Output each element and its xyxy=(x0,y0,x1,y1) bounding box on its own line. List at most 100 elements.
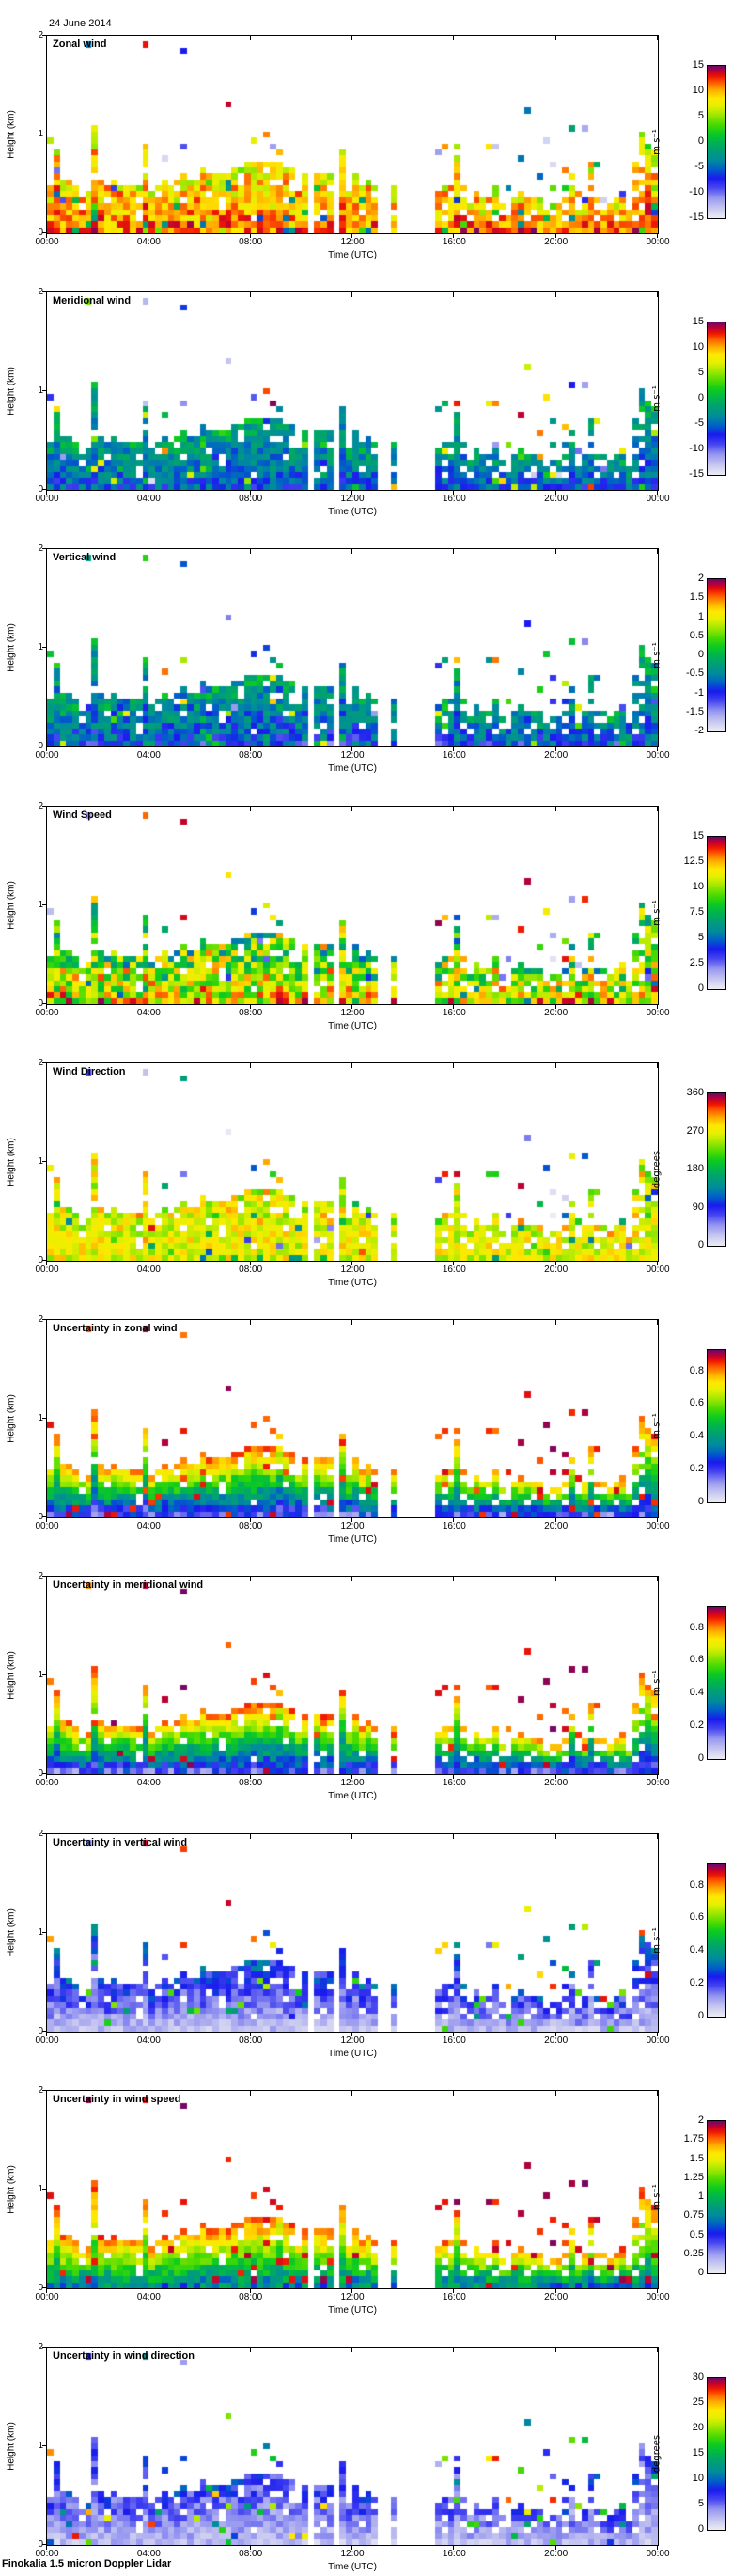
colorbar-tick-label: 30 xyxy=(692,2371,704,2382)
plot-box: Vertical wind xyxy=(46,548,659,747)
panel-title: Uncertainty in meridional wind xyxy=(53,1579,204,1591)
colorbar-tick-label: 1.5 xyxy=(689,2152,704,2164)
y-tick-mark xyxy=(42,1932,47,1933)
x-tick-mark-bottom xyxy=(46,2288,47,2293)
x-tick-mark-top xyxy=(453,1320,455,1325)
x-tick-label: 16:00 xyxy=(442,494,466,504)
heatmap-canvas xyxy=(47,807,658,1004)
colorbar xyxy=(707,1863,726,2018)
x-tick-mark-bottom xyxy=(249,2032,251,2036)
x-tick-mark-bottom xyxy=(249,1261,251,1265)
y-tick-mark xyxy=(42,1833,47,1834)
x-tick-label: 00:00 xyxy=(35,1264,59,1275)
x-tick-mark-bottom xyxy=(554,1261,556,1265)
y-tick-label: 0 xyxy=(38,998,43,1009)
x-tick-label: 16:00 xyxy=(442,1008,466,1018)
plot-box: Uncertainty in meridional wind xyxy=(46,1576,659,1775)
y-tick-label: 0 xyxy=(38,2283,43,2293)
x-tick-label: 08:00 xyxy=(239,2292,263,2302)
colorbar-tick-label: 0.5 xyxy=(689,629,704,641)
x-tick-mark-top xyxy=(249,2348,251,2352)
x-tick-mark-bottom xyxy=(657,1261,658,1265)
panel-title: Wind Speed xyxy=(53,809,112,821)
colorbar-tick-label: 0.25 xyxy=(683,2247,704,2259)
x-tick-label: 16:00 xyxy=(442,750,466,761)
x-tick-mark-top xyxy=(554,549,556,554)
x-tick-mark-bottom xyxy=(554,490,556,495)
y-tick-mark xyxy=(42,904,47,905)
y-tick-label: 2 xyxy=(38,1829,43,1839)
y-tick-label: 1 xyxy=(38,900,43,910)
colorbar-tick-label: -5 xyxy=(694,161,704,172)
x-tick-label: 16:00 xyxy=(442,2292,466,2302)
x-tick-mark-top xyxy=(453,36,455,40)
colorbar-unit-label: m s⁻¹ xyxy=(651,1413,663,1439)
x-tick-label: 04:00 xyxy=(136,750,161,761)
y-tick-label: 1 xyxy=(38,2441,43,2451)
x-tick-mark-top xyxy=(46,2091,47,2096)
x-axis-label: Time (UTC) xyxy=(328,507,377,517)
x-tick-mark-bottom xyxy=(657,1517,658,1522)
x-tick-mark-bottom xyxy=(657,2288,658,2293)
colorbar-tick-label: 0.2 xyxy=(689,1463,704,1475)
x-tick-label: 08:00 xyxy=(239,2035,263,2046)
x-tick-mark-top xyxy=(249,36,251,40)
colorbar-tick-label: 5 xyxy=(697,2498,704,2509)
x-tick-mark-top xyxy=(554,1063,556,1068)
colorbar-unit-label: m s⁻¹ xyxy=(651,129,663,155)
x-tick-mark-top xyxy=(249,292,251,297)
x-tick-mark-top xyxy=(351,549,352,554)
colorbar-tick-label: 0.4 xyxy=(689,1430,704,1442)
x-tick-mark-bottom xyxy=(46,2032,47,2036)
colorbar xyxy=(707,1349,726,1503)
x-tick-mark-top xyxy=(554,292,556,297)
x-axis-label: Time (UTC) xyxy=(328,2049,377,2059)
x-tick-label: 16:00 xyxy=(442,1264,466,1275)
colorbar-tick-label: 0.6 xyxy=(689,1397,704,1409)
y-tick-mark xyxy=(42,291,47,292)
x-tick-mark-bottom xyxy=(554,2545,556,2550)
y-tick-label: 0 xyxy=(38,484,43,495)
x-tick-mark-bottom xyxy=(351,1004,352,1009)
x-tick-mark-top xyxy=(249,807,251,811)
figure-footer: Finokalia 1.5 micron Doppler Lidar xyxy=(2,2558,172,2569)
x-axis-label: Time (UTC) xyxy=(328,2305,377,2316)
x-tick-mark-bottom xyxy=(453,2288,455,2293)
x-tick-mark-bottom xyxy=(249,1774,251,1779)
colorbar xyxy=(707,65,726,219)
colorbar-tick-label: 1.25 xyxy=(683,2171,704,2183)
panel-title: Uncertainty in wind direction xyxy=(53,2350,195,2362)
x-tick-mark-bottom xyxy=(554,746,556,751)
colorbar-tick-label: 15 xyxy=(692,2447,704,2458)
colorbar-unit-label: m s⁻¹ xyxy=(651,1927,663,1954)
x-tick-mark-top xyxy=(453,807,455,811)
x-tick-mark-top xyxy=(657,2091,658,2096)
colorbar-tick-label: 0 xyxy=(697,2523,704,2535)
colorbar-tick-label: -15 xyxy=(689,468,704,479)
x-tick-label: 08:00 xyxy=(239,237,263,247)
x-tick-mark-top xyxy=(351,807,352,811)
x-tick-label: 04:00 xyxy=(136,1264,161,1275)
x-tick-mark-top xyxy=(46,549,47,554)
colorbar-tick-label: -10 xyxy=(689,186,704,197)
colorbar-tick-label: 270 xyxy=(686,1124,704,1137)
x-tick-label: 20:00 xyxy=(544,494,569,504)
y-tick-label: 0 xyxy=(38,1768,43,1779)
plot-box: Uncertainty in zonal wind xyxy=(46,1319,659,1518)
x-tick-mark-top xyxy=(657,1320,658,1325)
x-tick-mark-bottom xyxy=(351,1774,352,1779)
heatmap-canvas xyxy=(47,1320,658,1517)
x-tick-mark-top xyxy=(657,292,658,297)
colorbar-tick-label: 0.8 xyxy=(689,1621,704,1633)
colorbar-tick-label: 5 xyxy=(697,932,704,943)
y-tick-mark xyxy=(42,2445,47,2446)
y-tick-mark xyxy=(42,2347,47,2348)
colorbar-tick-label: 0 xyxy=(697,2010,704,2021)
x-tick-mark-bottom xyxy=(351,490,352,495)
x-tick-mark-top xyxy=(351,36,352,40)
x-tick-mark-bottom xyxy=(554,1517,556,1522)
y-tick-mark xyxy=(42,548,47,549)
colorbar xyxy=(707,1092,726,1247)
colorbar-tick-label: 12.5 xyxy=(683,856,704,867)
y-tick-label: 2 xyxy=(38,1058,43,1068)
